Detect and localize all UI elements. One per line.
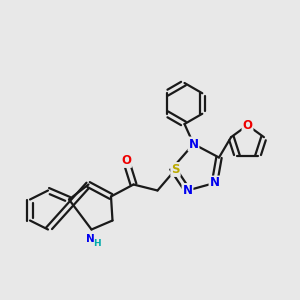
Text: N: N [209, 176, 220, 190]
Text: O: O [121, 154, 131, 167]
Text: S: S [171, 163, 180, 176]
Text: H: H [93, 239, 101, 248]
Text: N: N [85, 234, 94, 244]
Text: N: N [182, 184, 193, 197]
Text: O: O [242, 119, 253, 132]
Text: N: N [188, 137, 199, 151]
